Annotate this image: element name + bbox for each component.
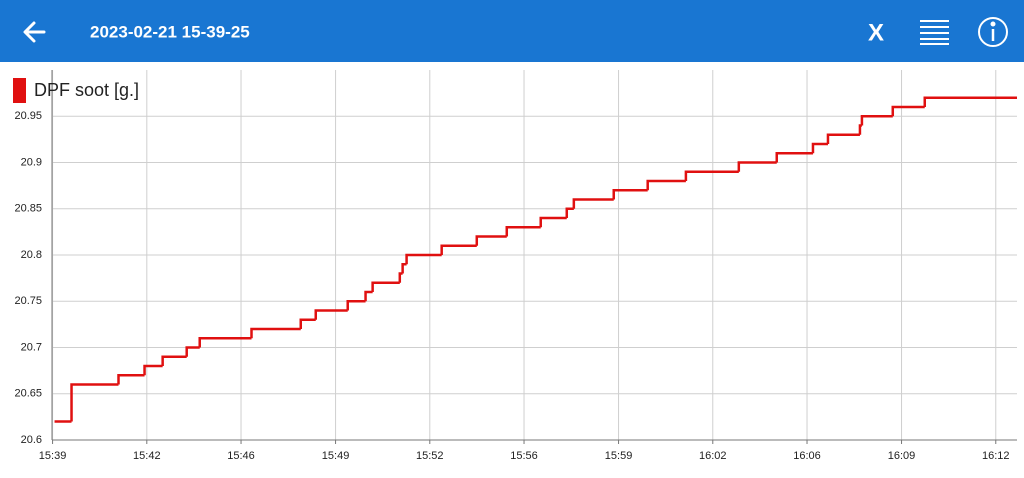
data-step: [250, 327, 301, 339]
x-tick-label: 15:42: [133, 450, 161, 462]
data-step: [505, 226, 541, 237]
data-step: [572, 198, 614, 209]
x-tick-label: 16:06: [793, 450, 821, 462]
data-step: [401, 263, 407, 274]
info-button[interactable]: [978, 17, 1008, 47]
close-button[interactable]: X: [868, 19, 884, 46]
data-step: [475, 235, 507, 246]
x-tick-label: 15:39: [39, 450, 67, 462]
data-step: [405, 253, 442, 265]
app-bar: [0, 0, 1024, 62]
data-step: [440, 244, 477, 255]
data-step: [539, 216, 567, 228]
data-step: [371, 281, 400, 292]
data-step: [612, 189, 648, 200]
list-button[interactable]: [920, 20, 949, 45]
legend-swatch: [13, 78, 26, 103]
data-step: [143, 364, 163, 376]
y-tick-label: 20.65: [14, 388, 42, 400]
data-step: [858, 124, 862, 135]
data-step: [646, 179, 686, 191]
x-tick-label: 15:56: [510, 450, 538, 462]
x-tick-label: 16:12: [982, 450, 1010, 462]
y-tick-label: 20.6: [21, 434, 42, 446]
x-tick-label: 15:52: [416, 450, 444, 462]
legend-label: DPF soot [g.]: [34, 80, 139, 100]
app-title: 2023-02-21 15-39-25: [90, 22, 250, 41]
data-step: [811, 142, 828, 154]
y-tick-label: 20.9: [21, 156, 42, 168]
y-tick-label: 20.95: [14, 110, 42, 122]
data-step: [737, 161, 777, 172]
y-tick-label: 20.7: [21, 341, 42, 353]
data-step: [346, 300, 366, 311]
x-tick-label: 15:59: [605, 450, 633, 462]
data-step: [398, 272, 403, 283]
y-tick-label: 20.85: [14, 203, 42, 215]
data-step: [161, 355, 187, 366]
x-tick-label: 15:46: [227, 450, 255, 462]
y-tick-label: 20.75: [14, 295, 42, 307]
back-button[interactable]: [23, 21, 46, 43]
data-step: [684, 170, 739, 181]
data-step: [775, 152, 813, 163]
data-step: [314, 309, 348, 320]
data-step: [860, 115, 893, 126]
data-step: [117, 374, 145, 385]
x-tick-label: 15:49: [322, 450, 350, 462]
data-step: [565, 207, 574, 218]
data-step: [891, 105, 925, 117]
plot: 20.6 20.65 20.7 20.75 20.8 20.85 20.9 20.95 15:3…: [13, 70, 1017, 462]
data-step: [364, 290, 373, 302]
data-step: [70, 383, 119, 422]
data-step: [299, 318, 316, 329]
x-tick-label: 16:09: [888, 450, 916, 462]
data-step: [826, 133, 860, 144]
data-step: [923, 96, 1017, 107]
data-step: [185, 346, 200, 357]
x-tick-label: 16:02: [699, 450, 727, 462]
y-tick-label: 20.8: [21, 249, 42, 261]
data-step: [198, 337, 252, 348]
